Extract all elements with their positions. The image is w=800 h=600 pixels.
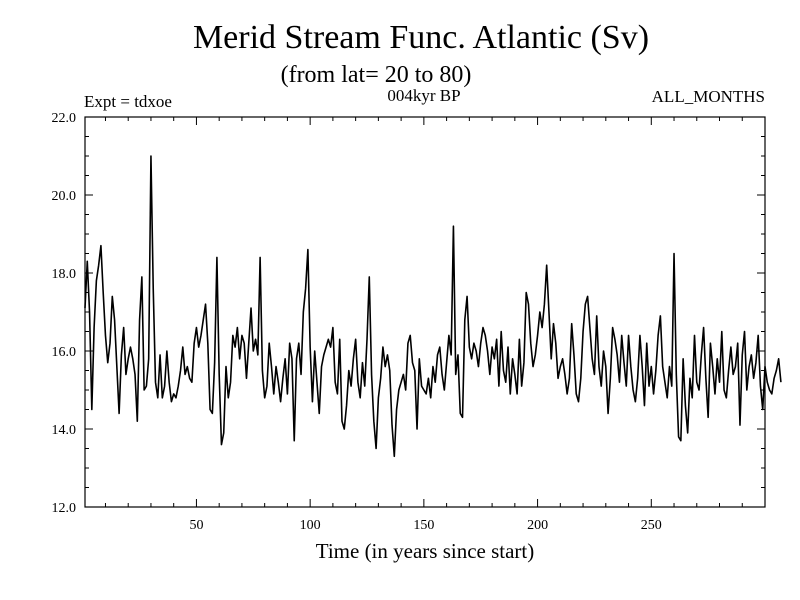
axis-ticks: [85, 116, 766, 508]
x-tick-label: 50: [189, 518, 203, 533]
plot-frame: [84, 116, 766, 508]
x-tick-label: 200: [527, 518, 548, 533]
x-tick-labels: 50 100 150 200 250: [189, 518, 661, 533]
y-tick-label: 18.0: [52, 267, 77, 282]
y-tick-label: 12.0: [52, 501, 77, 516]
y-tick-label: 22.0: [52, 111, 77, 126]
y-tick-label: 14.0: [52, 423, 77, 438]
y-tick-label: 16.0: [52, 345, 77, 360]
series-line: [84, 155, 782, 458]
x-axis-label: Time (in years since start): [316, 539, 535, 563]
chart-subtitle: (from lat= 20 to 80): [281, 62, 472, 88]
chart-title: Merid Stream Func. Atlantic (Sv): [193, 19, 649, 56]
x-tick-label: 100: [300, 518, 321, 533]
x-tick-label: 250: [641, 518, 662, 533]
months-label: ALL_MONTHS: [652, 87, 765, 106]
x-tick-label: 150: [413, 518, 434, 533]
y-tick-labels: 12.0 14.0 16.0 18.0 20.0 22.0: [52, 111, 77, 516]
experiment-label: Expt = tdxoe: [84, 92, 172, 111]
period-label: 004kyr BP: [387, 86, 460, 105]
y-tick-label: 20.0: [52, 189, 77, 204]
